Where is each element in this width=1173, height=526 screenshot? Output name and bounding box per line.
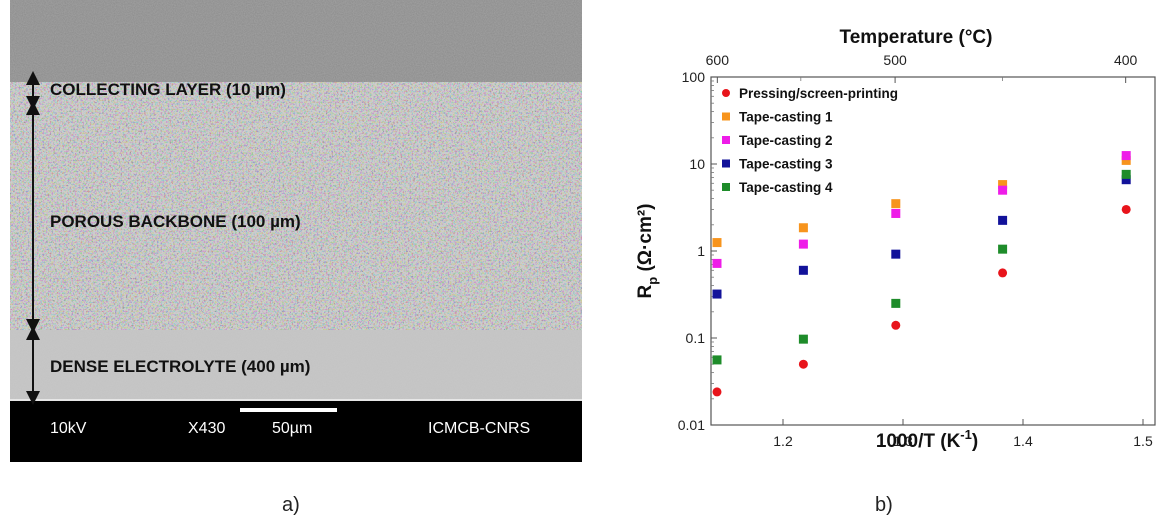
data-point-s0-p4 — [1121, 204, 1131, 214]
legend-label-2: Tape-casting 2 — [739, 133, 833, 148]
data-point-s3-p2 — [891, 249, 901, 259]
data-point-s0-p1 — [798, 359, 808, 369]
data-point-s4-p0 — [712, 355, 722, 365]
top-tick-label: 400 — [1114, 52, 1138, 68]
top-tick-label: 600 — [706, 52, 730, 68]
data-point-s4-p1 — [798, 334, 808, 344]
data-point-s3-p0 — [712, 289, 722, 299]
data-point-s2-p1 — [798, 239, 808, 249]
sem-micrograph: COLLECTING LAYER (10 µm) POROUS BACKBONE… — [10, 0, 582, 462]
x-tick-label: 1.4 — [1013, 433, 1033, 449]
data-point-s1-p3 — [998, 180, 1008, 190]
data-point-s2-p0 — [712, 258, 722, 268]
collecting-layer-label: COLLECTING LAYER (10 µm) — [50, 80, 286, 99]
legend-label-4: Tape-casting 4 — [739, 180, 833, 195]
data-point-s3-p3 — [998, 215, 1008, 225]
y-axis-label: Rp (Ω·cm²) — [635, 204, 660, 299]
y-tick-label: 10 — [689, 156, 705, 172]
data-point-s0-p3 — [998, 268, 1008, 278]
panel-a-label: a) — [282, 494, 300, 516]
sem-image: COLLECTING LAYER (10 µm) POROUS BACKBONE… — [10, 0, 582, 462]
top-tick-label: 500 — [883, 52, 907, 68]
data-point-s1-p4 — [1121, 155, 1131, 165]
legend-marker-4 — [722, 183, 730, 191]
y-tick-label: 0.01 — [678, 417, 705, 433]
legend-marker-3 — [722, 159, 730, 168]
data-point-s4-p3 — [998, 244, 1008, 254]
data-point-s1-p0 — [712, 238, 722, 248]
data-point-s1-p2 — [891, 199, 901, 209]
data-point-s4-p4 — [1121, 169, 1131, 179]
top-axis-label: Temperature (°C) — [840, 27, 993, 48]
legend-label-1: Tape-casting 1 — [739, 110, 833, 125]
legend-marker-2 — [722, 136, 730, 144]
scale-bar — [240, 408, 337, 412]
legend-marker-0 — [722, 89, 730, 97]
sem-scale-text: 50µm — [272, 420, 312, 437]
legend-label-0: Pressing/screen-printing — [739, 86, 898, 101]
data-point-s0-p2 — [891, 320, 901, 330]
chart-legend: Pressing/screen-printing Tape-casting 1 Ta… — [722, 86, 898, 195]
plot-frame — [710, 76, 1156, 426]
x-tick-label: 1.2 — [773, 433, 793, 449]
rp-chart: 1.2 1.3 1.4 1.5 0.01 0.1 1 10 100 600 500 400 Press… — [590, 0, 1173, 521]
data-point-s2-p3 — [998, 185, 1008, 195]
x-tick-label: 1.3 — [893, 433, 913, 449]
x-axis-label: 1000/T (K-1) — [876, 427, 978, 452]
data-point-s2-p2 — [891, 208, 901, 218]
porous-backbone-label: POROUS BACKBONE (100 µm) — [50, 212, 301, 231]
y-tick-label: 100 — [682, 69, 706, 85]
x-tick-label: 1.5 — [1133, 433, 1153, 449]
y-tick-label: 1 — [697, 243, 705, 259]
chart-axes — [710, 76, 1156, 426]
data-point-s1-p1 — [798, 223, 808, 233]
legend-marker-1 — [722, 112, 730, 121]
sem-magnification: X430 — [188, 420, 225, 437]
panel-b-label: b) — [875, 494, 893, 516]
data-point-s2-p4 — [1121, 151, 1131, 161]
dense-electrolyte-label: DENSE ELECTROLYTE (400 µm) — [50, 357, 310, 376]
data-point-s4-p2 — [891, 298, 901, 308]
legend-label-3: Tape-casting 3 — [739, 157, 833, 172]
data-point-s0-p0 — [712, 387, 722, 397]
data-point-s3-p4 — [1121, 175, 1131, 185]
y-tick-label: 0.1 — [686, 330, 706, 346]
data-point-s3-p1 — [798, 265, 808, 275]
sem-lab: ICMCB-CNRS — [428, 420, 530, 437]
sem-voltage: 10kV — [50, 420, 87, 437]
